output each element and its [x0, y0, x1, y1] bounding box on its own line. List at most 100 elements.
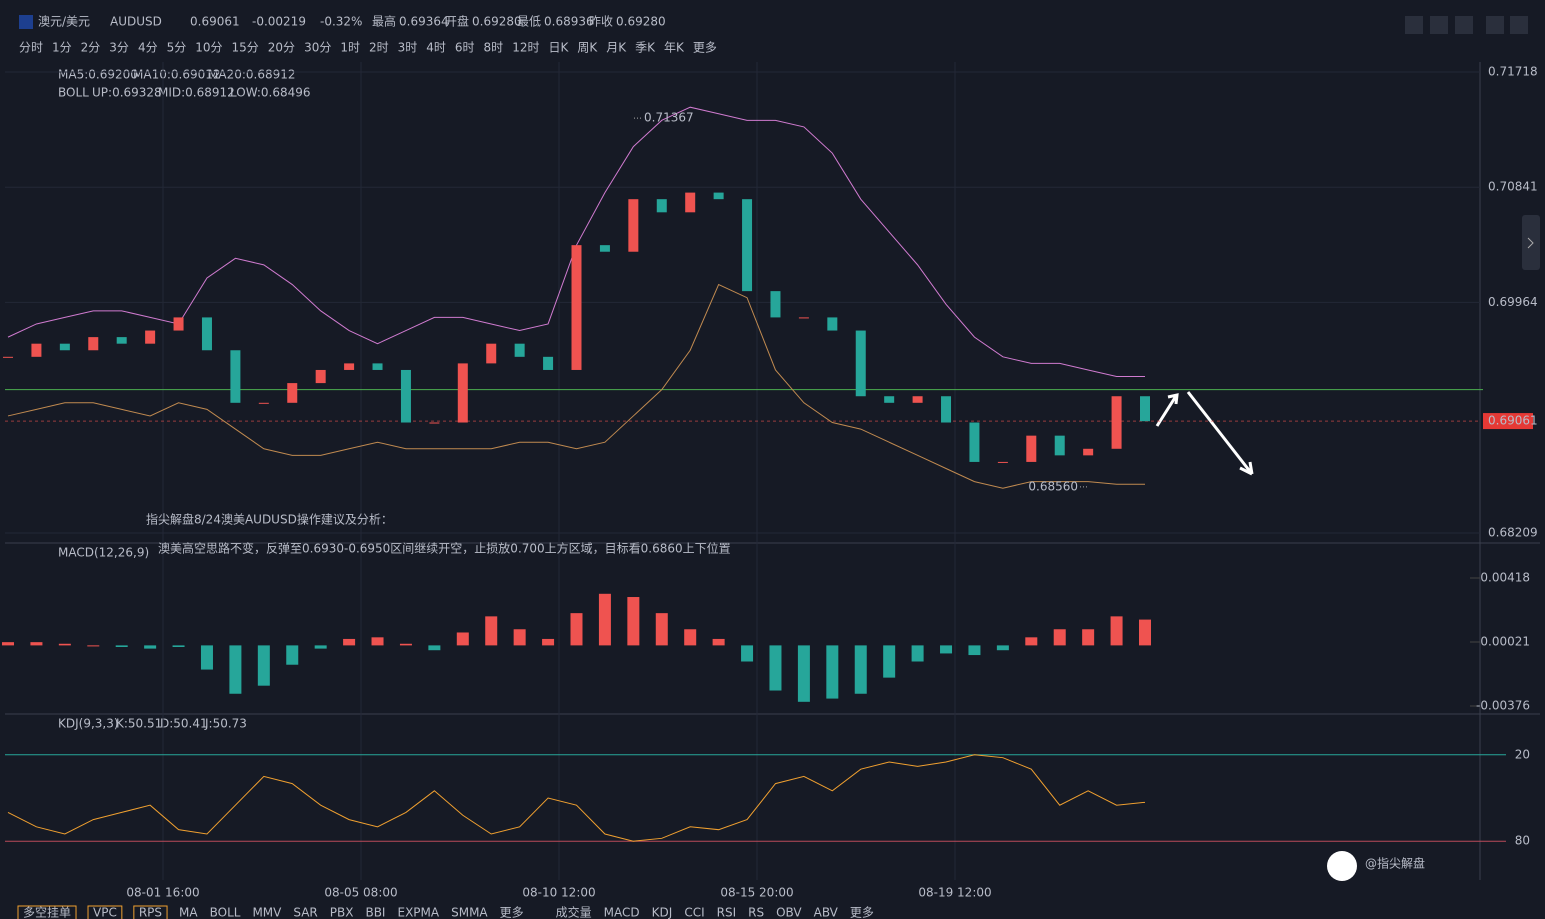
- date-label: 08-10 12:00: [522, 886, 595, 900]
- high-marker-label: 0.71367: [644, 111, 694, 125]
- timeframe-tab[interactable]: 12时: [512, 41, 539, 55]
- header-prev: 0.69280: [616, 15, 666, 29]
- timeframe-tab[interactable]: 3时: [398, 41, 418, 55]
- toolbar-item[interactable]: OBV: [776, 906, 802, 919]
- icon-button[interactable]: [1405, 16, 1423, 34]
- candle: [31, 343, 42, 357]
- icon-button[interactable]: [1486, 16, 1504, 34]
- toolbar-item[interactable]: RPS: [139, 906, 162, 919]
- timeframe-tab[interactable]: 8时: [484, 41, 504, 55]
- candle: [798, 317, 809, 319]
- timeframe-tab[interactable]: 周K: [577, 41, 598, 55]
- date-label: 08-01 16:00: [126, 886, 199, 900]
- toolbar-item[interactable]: BOLL: [210, 906, 241, 919]
- toolbar-item[interactable]: CCI: [684, 906, 704, 919]
- timeframe-tab[interactable]: 2时: [369, 41, 389, 55]
- ma-legend: MA10:0.69012: [133, 68, 221, 82]
- candle: [514, 343, 525, 357]
- macd-bar: [712, 638, 725, 646]
- timeframe-tab[interactable]: 30分: [304, 41, 331, 55]
- candle: [372, 363, 383, 370]
- header-price: 0.69061: [190, 15, 240, 29]
- current-price-tag: [1483, 413, 1533, 430]
- macd-bar: [769, 645, 782, 691]
- macd-bar: [115, 645, 128, 647]
- timeframe-tab[interactable]: 20分: [268, 41, 295, 55]
- header-high: 0.69364: [399, 15, 449, 29]
- candle: [656, 199, 667, 213]
- timeframe-tab[interactable]: 15分: [232, 41, 259, 55]
- toolbar-item[interactable]: 成交量: [556, 905, 592, 919]
- candle: [400, 369, 411, 423]
- timeframe-tab[interactable]: 3分: [109, 41, 129, 55]
- timeframe-tab[interactable]: 月K: [606, 41, 627, 55]
- toolbar-item[interactable]: SAR: [293, 906, 317, 919]
- toolbar-item[interactable]: 多空挂单: [23, 906, 71, 919]
- macd-bar: [456, 632, 469, 646]
- candle: [571, 245, 582, 370]
- toolbar-item[interactable]: MMV: [252, 906, 282, 919]
- toolbar-item[interactable]: RSI: [717, 906, 737, 919]
- toolbar-item[interactable]: SMMA: [451, 906, 488, 919]
- kdj-legend: K:50.51: [116, 717, 162, 731]
- macd-bar: [883, 645, 896, 678]
- timeframe-tab[interactable]: 1时: [340, 41, 360, 55]
- side-toggle[interactable]: [1522, 215, 1540, 270]
- candle: [145, 330, 156, 344]
- macd-bar: [1025, 637, 1038, 646]
- toolbar-item[interactable]: EXPMA: [397, 906, 439, 919]
- candle: [201, 317, 212, 351]
- timeframe-tab[interactable]: 2分: [81, 41, 101, 55]
- icon-button[interactable]: [1510, 16, 1528, 34]
- candle: [685, 192, 696, 213]
- toolbar-box: [17, 905, 77, 919]
- timeframe-tab[interactable]: 季K: [635, 41, 656, 55]
- header-low-label: 最低: [517, 15, 541, 29]
- macd-bar: [485, 616, 498, 646]
- macd-bar: [343, 638, 356, 646]
- candle: [855, 330, 866, 397]
- header-open-label: 开盘: [445, 14, 469, 29]
- down-arrow: [1186, 391, 1254, 476]
- macd-bar: [314, 645, 327, 649]
- toolbar-item[interactable]: VPC: [93, 906, 117, 919]
- icon-button[interactable]: [1455, 16, 1473, 34]
- date-label: 08-15 20:00: [720, 886, 793, 900]
- timeframe-tab[interactable]: 4时: [426, 41, 446, 55]
- macd-bar: [797, 645, 810, 702]
- toolbar-item[interactable]: RS: [748, 906, 764, 919]
- header-low: 0.68936: [544, 15, 594, 29]
- toolbar-item[interactable]: MA: [179, 906, 198, 919]
- timeframe-tab[interactable]: 4分: [138, 41, 158, 55]
- timeframe-tab[interactable]: 日K: [548, 41, 569, 55]
- macd-bar: [229, 645, 242, 694]
- timeframe-tab[interactable]: 更多: [693, 41, 717, 55]
- kdj-tick-label: 20: [1515, 747, 1530, 761]
- kdj-legend: J:50.73: [204, 717, 247, 731]
- timeframe-tab[interactable]: 5分: [167, 41, 187, 55]
- candle: [59, 343, 70, 351]
- ma-legend: MA5:0.69200: [58, 68, 138, 82]
- macd-bar: [399, 643, 412, 646]
- icon-button[interactable]: [1430, 16, 1448, 34]
- macd-bar: [1082, 629, 1095, 646]
- toolbar-item[interactable]: 更多: [500, 906, 524, 919]
- price-tick-label: 0.71718: [1488, 65, 1538, 79]
- toolbar-item[interactable]: KDJ: [652, 906, 673, 919]
- timeframe-tab[interactable]: 10分: [195, 41, 222, 55]
- toolbar-item[interactable]: ABV: [814, 906, 839, 919]
- timeframe-tab[interactable]: 分时: [19, 41, 43, 55]
- candle: [344, 363, 355, 370]
- timeframe-tab[interactable]: 1分: [52, 41, 72, 55]
- macd-bar: [286, 645, 299, 665]
- macd-tick-label: 0.00021: [1480, 635, 1530, 649]
- timeframe-tab[interactable]: 年K: [664, 41, 685, 55]
- macd-bar: [542, 638, 555, 646]
- macd-bar: [58, 643, 71, 646]
- side-toggle-icon: [1527, 237, 1534, 249]
- toolbar-item[interactable]: PBX: [330, 906, 354, 919]
- timeframe-tab[interactable]: 6时: [455, 41, 475, 55]
- toolbar-item[interactable]: BBI: [365, 906, 385, 919]
- toolbar-item[interactable]: MACD: [604, 906, 640, 919]
- toolbar-item[interactable]: 更多: [850, 906, 874, 919]
